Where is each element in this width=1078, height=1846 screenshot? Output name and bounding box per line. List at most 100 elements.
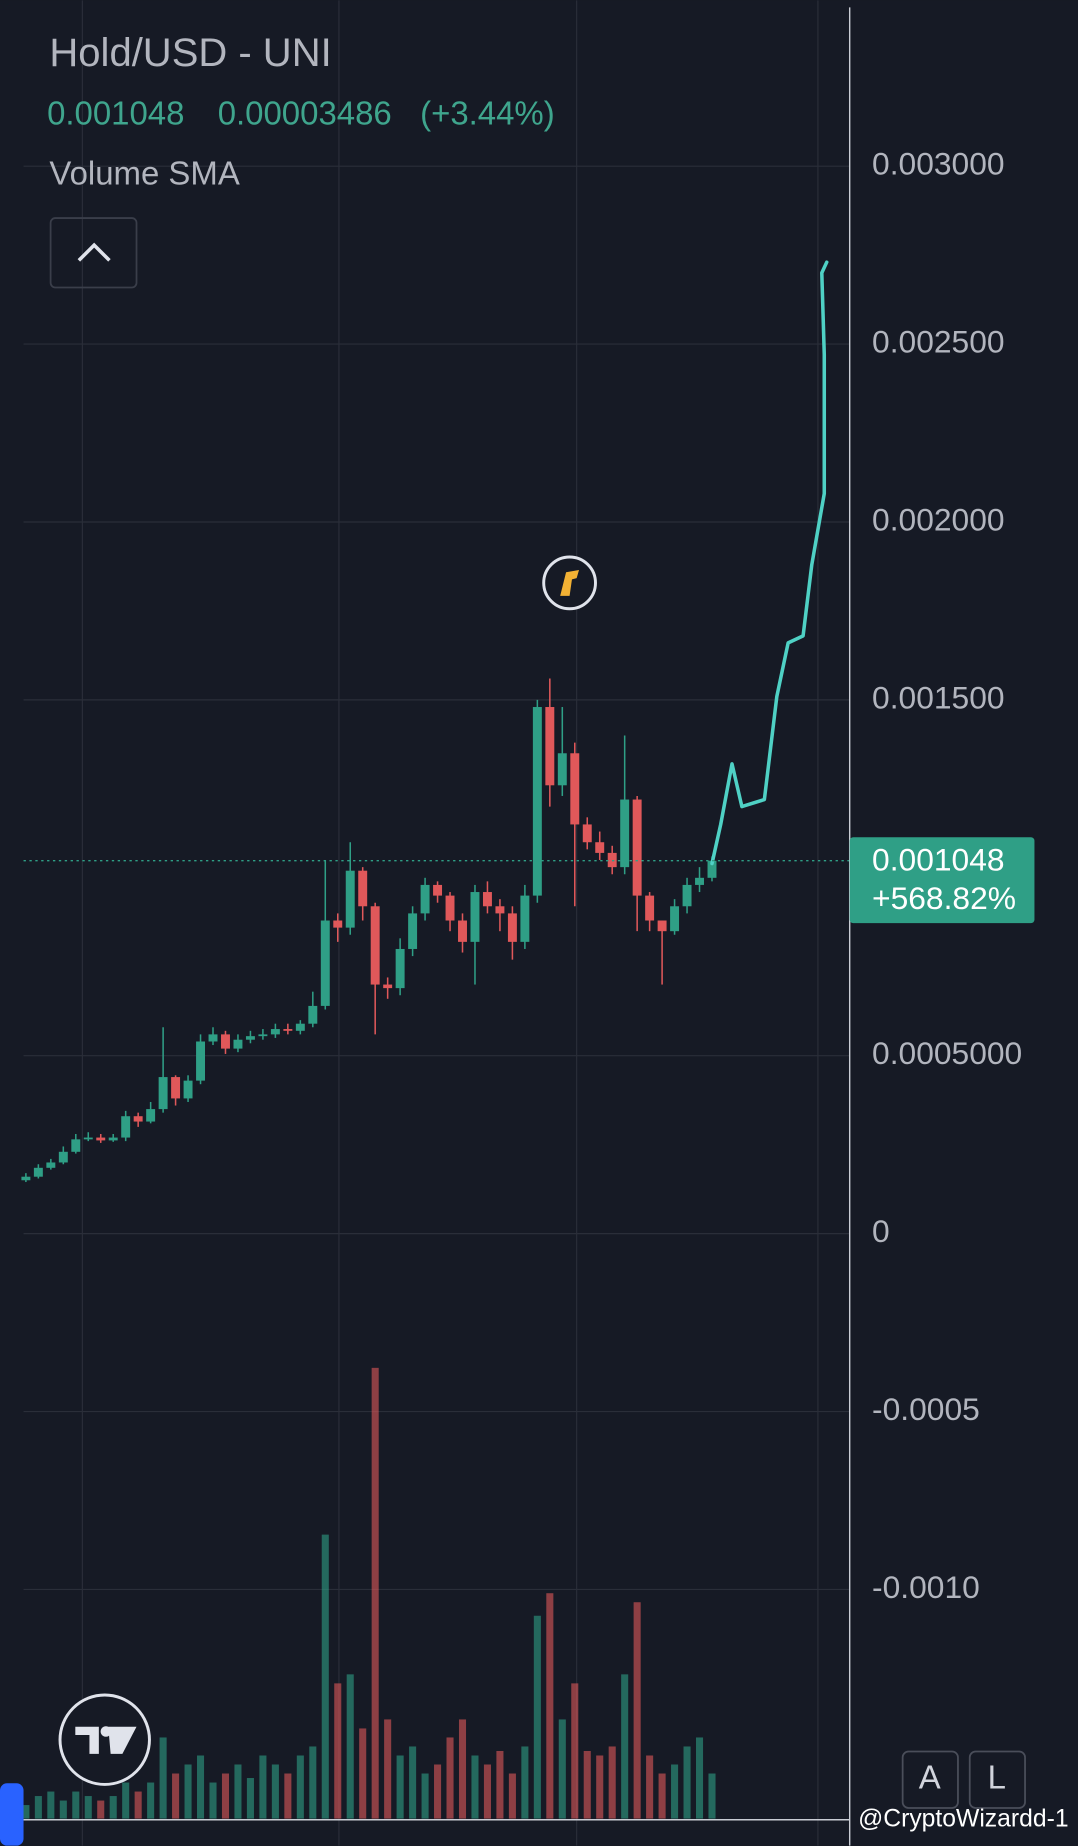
volume-bar: [284, 1773, 292, 1819]
volume-bar: [109, 1796, 117, 1819]
candle-body: [171, 1077, 181, 1099]
candle-body: [433, 884, 443, 896]
volume-bar: [184, 1764, 192, 1819]
volume-bar: [346, 1674, 354, 1819]
volume-bar: [359, 1728, 367, 1819]
candle-body: [545, 707, 555, 786]
volume-bar: [371, 1367, 379, 1819]
candle-body: [458, 920, 467, 942]
tradingview-logo[interactable]: [58, 1693, 151, 1786]
candle-body: [495, 906, 505, 914]
candle-body: [370, 906, 380, 985]
volume-bar: [521, 1746, 529, 1819]
volume-bar: [434, 1764, 442, 1819]
auto-label[interactable]: A: [919, 1758, 941, 1795]
volume-bar: [483, 1764, 491, 1819]
volume-bar: [471, 1755, 479, 1819]
volume-bar: [309, 1746, 317, 1819]
candle-body: [146, 1109, 156, 1122]
candle-body: [233, 1039, 243, 1049]
volume-bar: [122, 1782, 130, 1819]
candle-body: [58, 1151, 68, 1163]
candle-body: [208, 1034, 218, 1042]
candle-body: [682, 884, 692, 907]
volume-bar: [421, 1773, 429, 1819]
y-tick-label: 0.0005000: [872, 1035, 1022, 1071]
volume-bar: [533, 1615, 541, 1819]
candle-body: [408, 913, 418, 949]
candle-body: [96, 1137, 106, 1141]
y-tick-label: -0.0010: [872, 1569, 980, 1605]
candle-body: [245, 1036, 255, 1040]
candle-body: [383, 984, 393, 989]
collapse-button[interactable]: [49, 217, 138, 289]
change-pct: (+3.44%): [420, 94, 555, 131]
candle-body: [607, 852, 617, 868]
volume-bar: [197, 1755, 205, 1819]
y-tick-label: 0.002000: [872, 501, 1005, 537]
candle-body: [21, 1176, 31, 1181]
candle-body: [620, 799, 630, 868]
log-label[interactable]: L: [988, 1758, 1006, 1795]
log-button[interactable]: L: [968, 1750, 1026, 1809]
candle-body: [520, 895, 530, 942]
candle-body: [595, 842, 605, 853]
candle-body: [645, 895, 655, 921]
volume-bar: [446, 1737, 454, 1819]
candle-body: [33, 1167, 43, 1177]
price-tag-change: +568.82%: [872, 880, 1016, 916]
y-tick-label: 0.002500: [872, 323, 1005, 359]
volume-bar: [646, 1755, 654, 1819]
volume-bar: [271, 1764, 279, 1819]
candle-body: [221, 1034, 230, 1049]
volume-bar: [72, 1791, 80, 1819]
y-tick-label: 0: [872, 1213, 890, 1249]
volume-bar: [209, 1782, 217, 1819]
candle-body: [270, 1029, 280, 1035]
volume-bar: [59, 1800, 67, 1819]
candle-body: [582, 824, 592, 843]
candle-body: [295, 1023, 305, 1031]
volume-bar: [84, 1796, 92, 1819]
volume-bar: [409, 1746, 417, 1819]
candle-body: [183, 1080, 193, 1099]
candle-body: [133, 1116, 143, 1122]
candle-body: [283, 1029, 293, 1031]
auto-button[interactable]: A: [901, 1750, 959, 1809]
volume-bar: [159, 1737, 167, 1819]
volume-bar: [671, 1764, 679, 1819]
candle-body: [482, 892, 492, 907]
candle-body: [470, 892, 480, 942]
volume-bar: [596, 1755, 604, 1819]
volume-bar: [683, 1746, 691, 1819]
volume-bar: [708, 1773, 716, 1819]
price: 0.001048: [47, 94, 184, 131]
volume-bar: [458, 1719, 467, 1819]
candle-body: [83, 1137, 93, 1140]
candle-body: [258, 1034, 268, 1037]
candle-body: [670, 906, 680, 932]
candle-body: [345, 870, 355, 928]
projection-line: [710, 260, 829, 866]
candle-body: [196, 1041, 206, 1081]
candle-body: [532, 707, 542, 896]
candle-body: [395, 948, 405, 989]
volume-bar: [47, 1791, 55, 1819]
y-tick-label: -0.0005: [872, 1391, 980, 1427]
event-icon[interactable]: [542, 555, 597, 611]
volume-bar: [172, 1773, 180, 1819]
candle-body: [108, 1137, 118, 1141]
volume-bar: [546, 1593, 554, 1819]
candle-body: [121, 1116, 131, 1138]
candle-body: [657, 920, 667, 932]
side-toggle[interactable]: [0, 1783, 24, 1846]
candle-body: [632, 799, 642, 896]
volume-bar: [558, 1719, 566, 1819]
candle-body: [420, 884, 430, 914]
candle-body: [707, 860, 717, 878]
y-tick-label: 0.001500: [872, 679, 1005, 715]
candle-body: [695, 877, 704, 885]
candle-body: [320, 920, 330, 1006]
candle-body: [358, 870, 368, 907]
candle-body: [71, 1139, 81, 1152]
